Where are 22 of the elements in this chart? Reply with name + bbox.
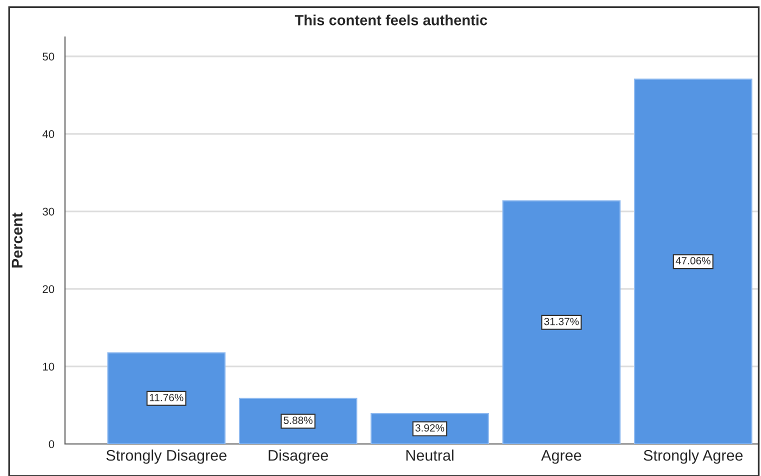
data-label: 5.88% [284, 416, 312, 424]
chart-title: This content feels authentic [294, 14, 488, 26]
bar [238, 398, 358, 444]
x-tick-label: Agree [541, 450, 582, 464]
bar [634, 78, 752, 444]
y-tick-label: 50 [42, 52, 54, 61]
x-tick-label: Strongly Disagree [106, 450, 226, 464]
data-label: 3.92% [415, 424, 444, 432]
x-tick-label: Strongly Agree [644, 450, 743, 464]
bar [502, 200, 621, 444]
data-label: 31.37% [544, 318, 579, 326]
y-tick-label: 20 [42, 285, 54, 294]
data-label: 11.76% [150, 394, 184, 402]
y-tick-label: 30 [42, 208, 54, 216]
x-tick-label: Neutral [406, 450, 454, 461]
y-tick-label: 0 [48, 440, 54, 448]
y-tick-label: 10 [43, 362, 54, 371]
bar [107, 352, 226, 444]
data-label: 47.06% [676, 257, 710, 264]
x-tick-label: Disagree [268, 450, 328, 464]
y-axis-title: Percent [12, 212, 23, 268]
y-tick-label: 40 [42, 130, 54, 138]
